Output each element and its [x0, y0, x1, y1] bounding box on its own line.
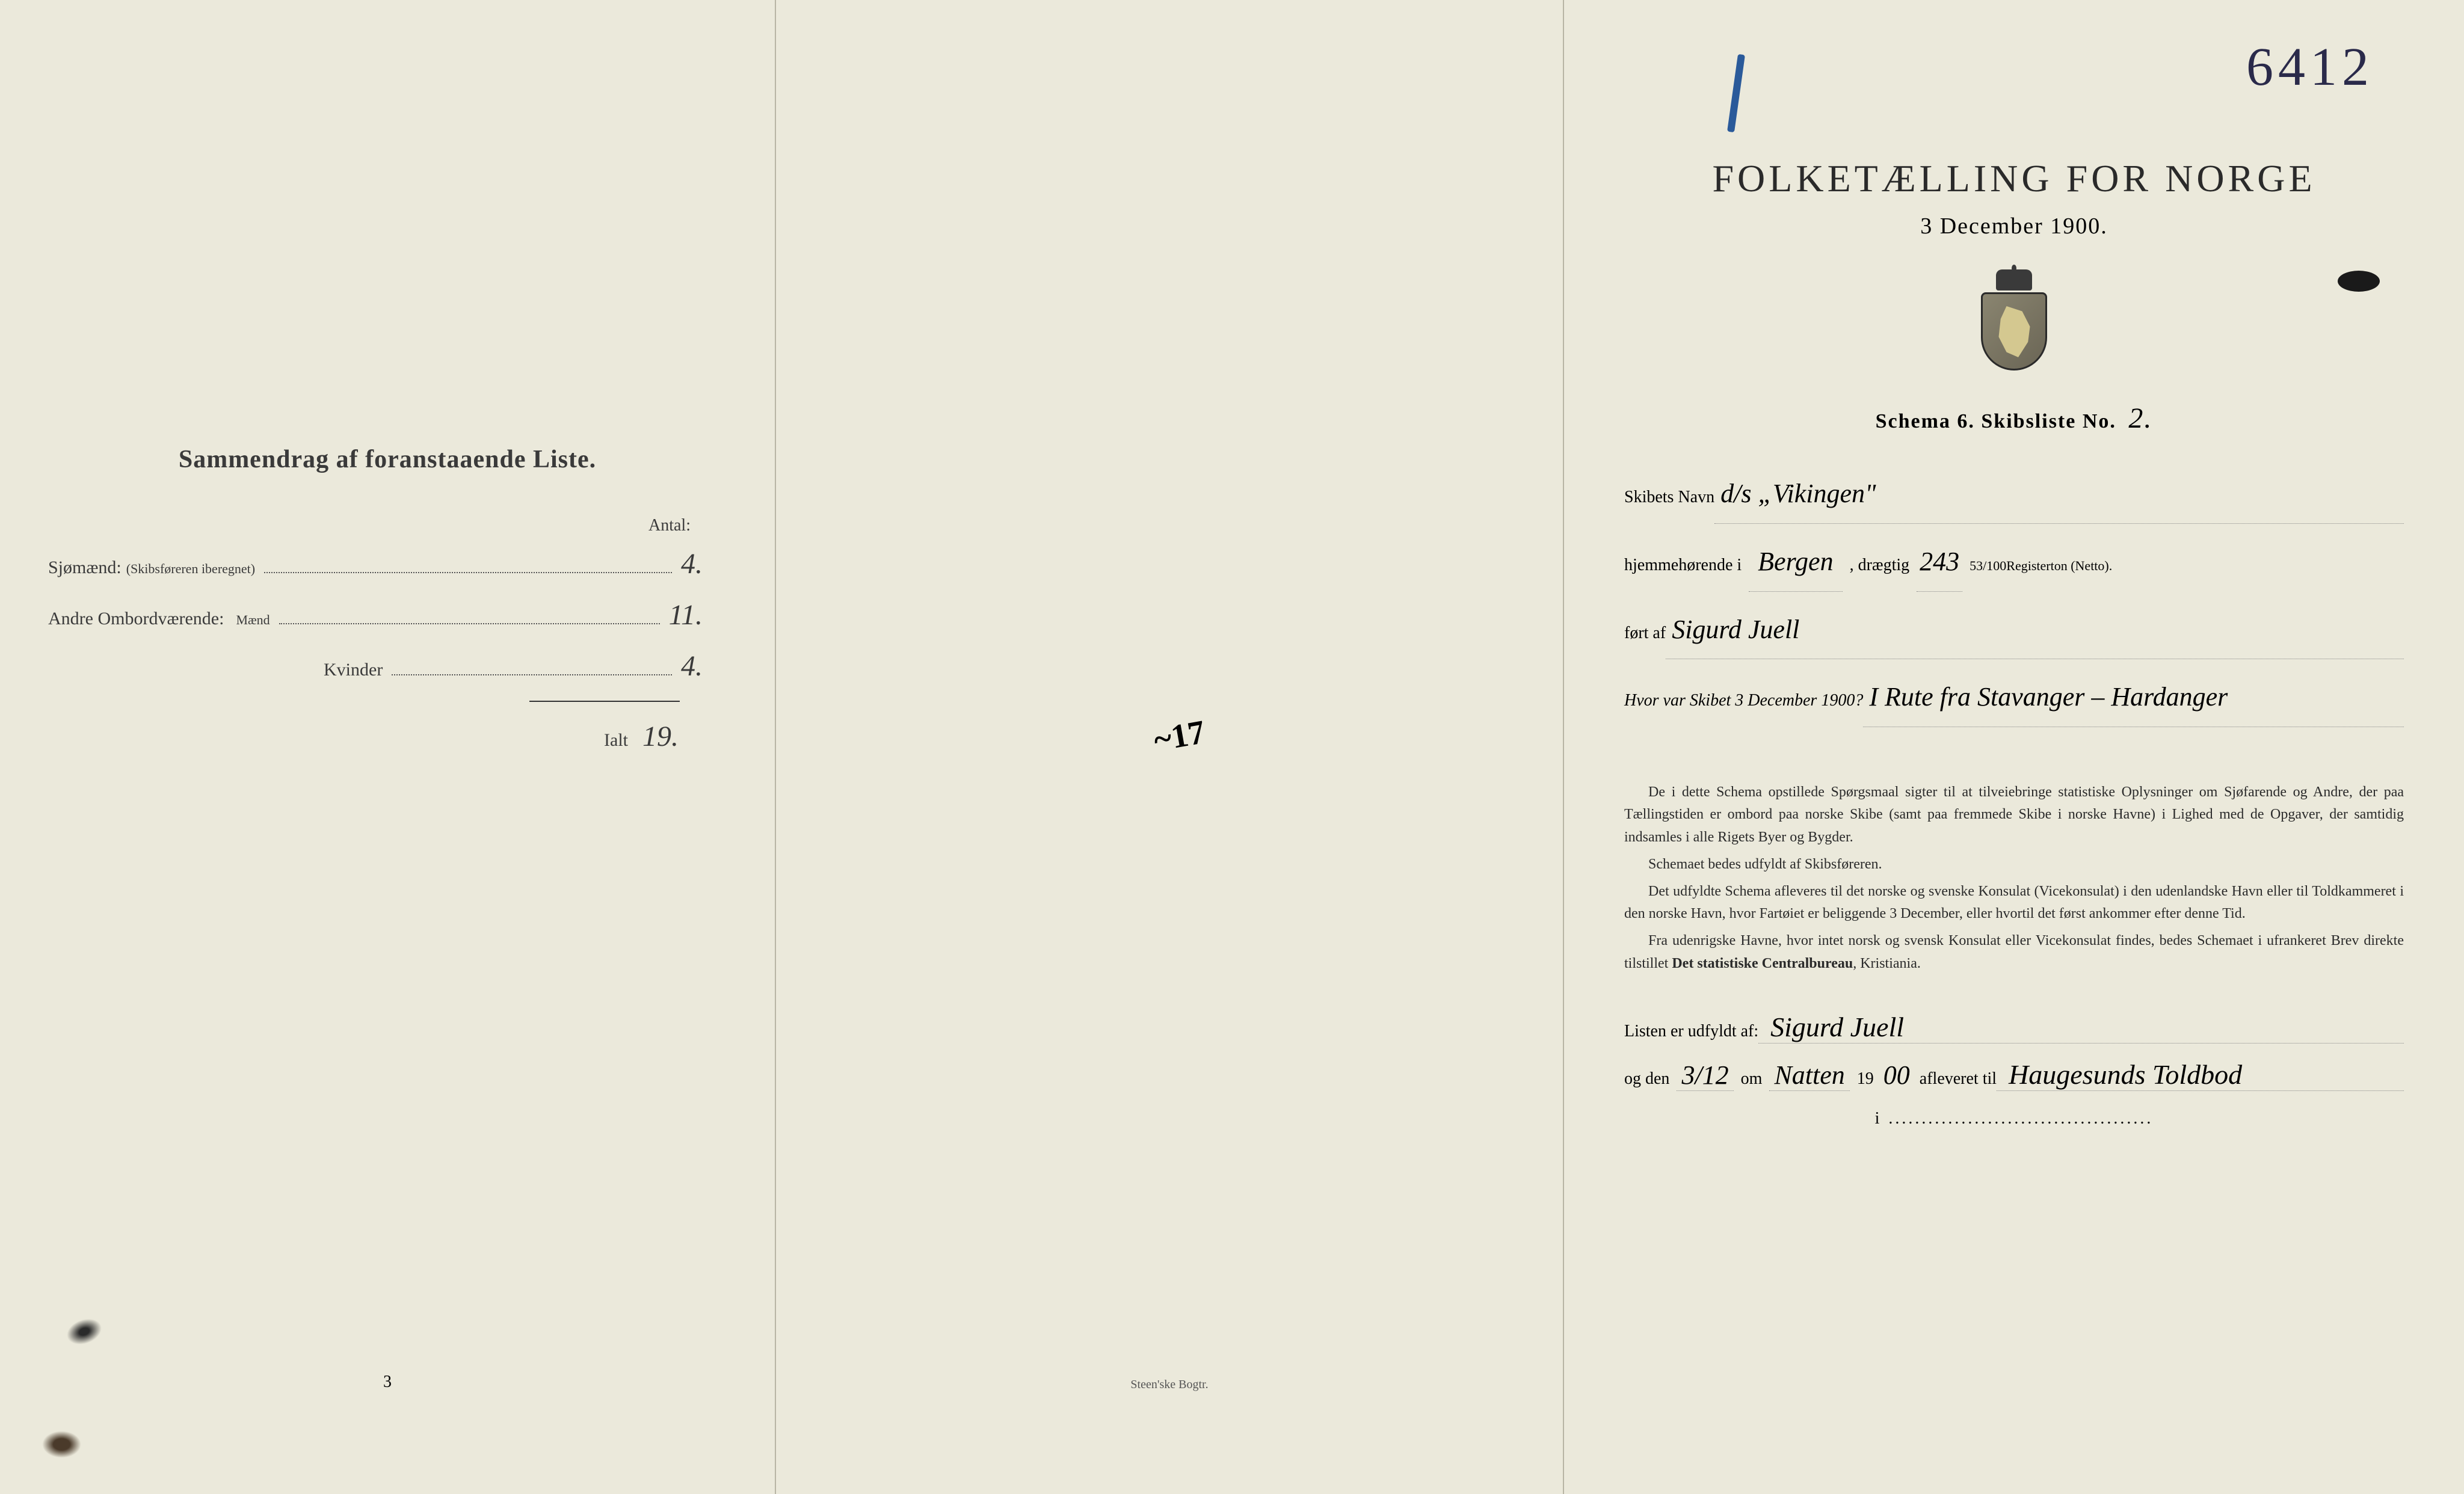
coat-of-arms-icon	[1975, 269, 2053, 372]
where-label: Hvor var Skibet 3 December 1900?	[1624, 682, 1863, 719]
right-panel: 6412 FOLKETÆLLING FOR NORGE 3 December 1…	[1564, 0, 2464, 1494]
ship-name-row: Skibets Navn d/s „Vikingen"	[1624, 465, 2404, 524]
middle-panel: ~17 Steen'ske Bogtr.	[776, 0, 1564, 1494]
dots	[392, 674, 672, 675]
blue-pencil-mark-icon	[1727, 54, 1745, 132]
tonnage-unit: Registerton (Netto).	[2006, 552, 2112, 580]
captain-row: ført af Sigurd Juell	[1624, 601, 2404, 660]
home-value: Bergen	[1749, 533, 1842, 592]
label-seamen: Sjømænd:	[48, 558, 122, 578]
page-number: 3	[383, 1373, 392, 1392]
summary-row-seamen: Sjømænd: (Skibsføreren iberegnet) 4.	[48, 547, 727, 580]
instructions-text: De i dette Schema opstillede Spørgsmaal …	[1624, 781, 2404, 975]
bureau-name: Det statistiske Centralbureau	[1672, 956, 1853, 971]
filled-label: Listen er udfyldt af:	[1624, 1022, 1758, 1041]
summary-total: Ialt 19.	[48, 720, 727, 753]
label-others: Andre Ombordværende:	[48, 609, 224, 629]
para-2: Schemaet bedes udfyldt af Skibsføreren.	[1624, 853, 2404, 876]
home-label: hjemmehørende i	[1624, 547, 1742, 584]
value-men: 11.	[669, 598, 727, 632]
summary-row-women: Kvinder 4.	[48, 650, 727, 683]
year-value: 00	[1881, 1060, 1912, 1090]
where-value: I Rute fra Stavanger – Hardanger	[1863, 668, 2404, 727]
left-panel: Sammendrag af foranstaaende Liste. Antal…	[0, 0, 776, 1494]
tonnage-frac: 53/100	[1970, 552, 2006, 580]
sublabel-men: Mænd	[236, 612, 270, 628]
total-rule	[529, 701, 680, 702]
date-time: Natten	[1769, 1060, 1849, 1091]
ship-name-value: d/s „Vikingen"	[1714, 465, 2404, 524]
dots	[279, 623, 660, 624]
delivered-row: og den 3/12 om Natten 19 00 afleveret til…	[1624, 1059, 2404, 1091]
sublabel-seamen: (Skibsføreren iberegnet)	[126, 561, 255, 577]
ink-mark: ~17	[1151, 713, 1208, 760]
total-value: 19.	[642, 721, 703, 752]
tonnage-value: 243	[1917, 533, 1962, 592]
after-bold: , Kristiania.	[1853, 956, 1921, 971]
date-mid: om	[1741, 1069, 1763, 1089]
schema-label: Schema 6. Skibsliste No.	[1876, 410, 2116, 432]
where-row: Hvor var Skibet 3 December 1900? I Rute …	[1624, 668, 2404, 727]
dots	[264, 572, 672, 573]
printer-credit: Steen'ske Bogtr.	[1130, 1378, 1208, 1392]
total-label: Ialt	[604, 730, 628, 750]
summary-section: Sammendrag af foranstaaende Liste. Antal…	[48, 445, 727, 753]
date-prefix: og den	[1624, 1069, 1669, 1089]
para-3: Det udfyldte Schema afleveres til det no…	[1624, 881, 2404, 925]
schema-number: 2.	[2128, 402, 2152, 434]
delivered-value: Haugesunds Toldbod	[1997, 1059, 2404, 1091]
summary-row-men: Andre Ombordværende: Mænd 11.	[48, 598, 727, 632]
ink-stain-icon	[42, 1431, 81, 1458]
census-date: 3 December 1900.	[1624, 213, 2404, 239]
captain-label: ført af	[1624, 615, 1666, 652]
archive-number: 6412	[2246, 36, 2374, 98]
ink-blob-icon	[2338, 271, 2380, 292]
ship-home-row: hjemmehørende i Bergen , drægtig 243 53/…	[1624, 533, 2404, 592]
schema-line: Schema 6. Skibsliste No. 2.	[1624, 402, 2404, 435]
signature-section: Listen er udfyldt af: Sigurd Juell og de…	[1624, 1011, 2404, 1128]
captain-value: Sigurd Juell	[1666, 601, 2404, 660]
para-1: De i dette Schema opstillede Spørgsmaal …	[1624, 781, 2404, 849]
tonnage-label: , drægtig	[1850, 547, 1910, 584]
delivered-label: afleveret til	[1920, 1069, 1997, 1089]
date-day: 3/12	[1677, 1060, 1733, 1091]
shield-icon	[1981, 292, 2047, 370]
ship-name-label: Skibets Navn	[1624, 479, 1714, 516]
ship-form: Skibets Navn d/s „Vikingen" hjemmehørend…	[1624, 465, 2404, 727]
sublabel-women: Kvinder	[324, 660, 383, 680]
summary-title: Sammendrag af foranstaaende Liste.	[48, 445, 727, 474]
main-title: FOLKETÆLLING FOR NORGE	[1624, 156, 2404, 201]
ink-stain-icon	[63, 1314, 105, 1349]
value-women: 4.	[681, 650, 727, 683]
year-prefix: 19	[1857, 1069, 1874, 1089]
filled-by-row: Listen er udfyldt af: Sigurd Juell	[1624, 1011, 2404, 1044]
value-seamen: 4.	[681, 547, 727, 580]
antal-header: Antal:	[48, 516, 727, 535]
i-line: i ......................................…	[1624, 1109, 2404, 1128]
filled-value: Sigurd Juell	[1758, 1011, 2404, 1044]
crown-icon	[1996, 269, 2032, 290]
lion-icon	[1995, 306, 2034, 357]
para-4: Fra udenrigske Havne, hvor intet norsk o…	[1624, 930, 2404, 974]
